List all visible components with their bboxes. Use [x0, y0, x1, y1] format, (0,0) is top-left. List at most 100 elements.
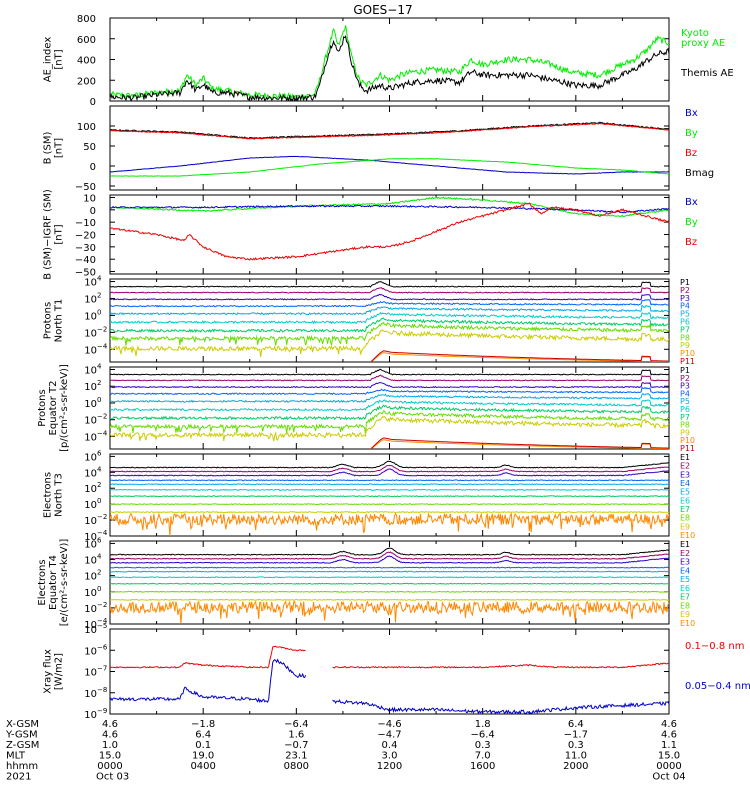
- ytick-label: 10: [84, 539, 97, 550]
- legend-entry: P6: [680, 318, 690, 327]
- xaxis-cell: 0.4: [382, 740, 398, 751]
- series-line-3: [110, 155, 669, 175]
- series-line-6: [110, 399, 669, 412]
- xaxis-cell: −0.7: [284, 740, 308, 751]
- legend-entry: P4: [680, 389, 690, 398]
- ytick-label: 10: [84, 516, 97, 527]
- ytick-label: 10: [84, 294, 97, 305]
- series-line-2: [110, 374, 669, 382]
- panel-bsm: −50 0 50 100 B (SM) [nT] Bx By Bz Bmag: [43, 105, 714, 193]
- legend-entry: P4: [680, 302, 690, 311]
- ytick-exponent: 4: [97, 363, 102, 371]
- legend-entry: By: [685, 217, 698, 228]
- ylabel: Electrons: [37, 559, 48, 605]
- xaxis-cell: 0000: [656, 761, 681, 772]
- ytick-exponent: 0: [97, 308, 101, 316]
- legend-entry: E8: [680, 601, 690, 610]
- ytick-exponent: −4: [97, 617, 108, 625]
- ytick-label: 10: [84, 500, 97, 511]
- xaxis-cell: 19.0: [192, 751, 214, 762]
- series-group: [110, 368, 669, 449]
- ytick-exponent: −4: [97, 529, 108, 537]
- ytick-exponent: 0: [97, 396, 101, 404]
- series-line-2: [110, 122, 669, 140]
- legend-entry: E5: [680, 575, 690, 584]
- series-line-10: [110, 512, 669, 536]
- ytick-label: 10: [84, 620, 97, 631]
- ytick-exponent: 6: [97, 449, 102, 457]
- series-group: [110, 281, 669, 362]
- ytick-exponent: −7: [97, 665, 107, 673]
- legend-entry: E2: [680, 549, 690, 558]
- ytick-label: 800: [77, 14, 96, 25]
- xaxis-cell: −4.6: [377, 719, 401, 730]
- ytick-label: 10: [84, 366, 97, 377]
- xaxis-cell: 0.3: [568, 740, 584, 751]
- legend-entry: P8: [680, 333, 690, 342]
- xaxis-row-label: hhmm: [6, 761, 38, 772]
- ylabel: [nT]: [54, 138, 65, 158]
- series-line-2: [110, 658, 669, 714]
- series-line-6: [110, 488, 669, 491]
- legend-entry: Themis AE: [680, 68, 734, 79]
- ylabel: AE_index: [43, 37, 54, 83]
- ytick-label: 10: [84, 646, 97, 657]
- ytick-label: 600: [77, 35, 96, 46]
- xaxis-cell: 15.0: [99, 751, 121, 762]
- series-line-3: [110, 468, 669, 477]
- legend-entry: E6: [680, 496, 690, 505]
- series-line-10: [370, 352, 669, 362]
- legend-entry: Kyoto: [681, 28, 709, 39]
- series-line-1: [110, 368, 669, 376]
- legend-entry: P2: [680, 286, 690, 295]
- xaxis-cell: 1.6: [288, 730, 304, 741]
- series-group: [110, 645, 669, 714]
- ytick-label: −50: [75, 182, 96, 193]
- ytick-exponent: 0: [97, 497, 101, 505]
- ytick-exponent: −5: [97, 622, 107, 630]
- xaxis-cell: 1.1: [661, 740, 677, 751]
- ytick-label: 10: [84, 668, 97, 679]
- series-line-1: [110, 460, 669, 469]
- legend-entry: proxy AE: [681, 38, 725, 49]
- x-axis-table: X-GSMY-GSMZ-GSMMLThhmm20214.64.61.015.00…: [5, 719, 686, 783]
- ytick-label: 10: [84, 432, 97, 443]
- legend-entry: P11: [680, 444, 695, 453]
- xaxis-cell: 0800: [284, 761, 309, 772]
- series-line-2: [110, 287, 669, 294]
- ytick-label: 0: [90, 206, 96, 217]
- panel-bigrf: −50 −40−30−20 −100 10 B (SM)−IGRF (SM) [nT] Bx…: [43, 189, 698, 280]
- series-line-7: [110, 404, 669, 421]
- series-line-11: [370, 437, 669, 449]
- ytick-label: 0: [90, 97, 96, 108]
- ytick-exponent: −6: [97, 643, 108, 651]
- xaxis-cell: 0400: [190, 761, 215, 772]
- legend-entry: P1: [680, 366, 690, 375]
- ylabel: Xray flux: [43, 649, 54, 694]
- legend-entry: P10: [680, 436, 695, 445]
- ytick-exponent: −2: [97, 513, 107, 521]
- series-line-5: [110, 483, 669, 486]
- series-line-8: [110, 503, 669, 506]
- series-line-1: [110, 281, 669, 288]
- xaxis-cell: 1600: [470, 761, 495, 772]
- legend-entry: 0.05−0.4 nm: [685, 681, 750, 692]
- ytick-label: 10: [83, 193, 96, 204]
- series-group: [110, 196, 669, 261]
- ytick-label: 10: [84, 588, 97, 599]
- series-line-9: [110, 511, 669, 514]
- ytick-exponent: 2: [97, 291, 101, 299]
- xaxis-cell: 1200: [377, 761, 402, 772]
- xaxis-row-label: Y-GSM: [5, 730, 38, 741]
- ytick-label: 10: [84, 625, 97, 636]
- series-line-1: [110, 25, 669, 101]
- series-line-7: [110, 495, 669, 498]
- ylabel: B (SM): [43, 131, 54, 164]
- xaxis-cell: 4.6: [661, 719, 677, 730]
- ytick-label: −40: [75, 255, 96, 266]
- xaxis-cell: 6.4: [568, 719, 584, 730]
